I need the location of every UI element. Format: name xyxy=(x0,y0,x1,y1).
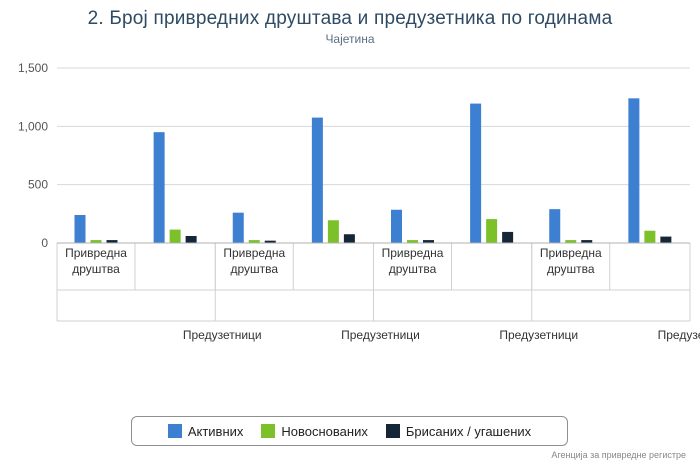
bar xyxy=(74,215,86,243)
bar xyxy=(470,103,482,243)
bar xyxy=(343,234,355,243)
bar xyxy=(185,236,197,243)
x-category-label: друштва xyxy=(389,262,437,276)
bar xyxy=(248,240,260,243)
bar xyxy=(486,219,498,243)
legend-label: Брисаних / угашених xyxy=(405,423,532,439)
y-tick-label: 1,500 xyxy=(18,61,48,75)
x-category-label: Привредна xyxy=(382,246,444,260)
y-tick-label: 500 xyxy=(28,178,48,192)
x-category-label: друштва xyxy=(72,262,120,276)
bar xyxy=(565,240,577,243)
legend-label: Новоснованих xyxy=(281,423,368,439)
legend-item[interactable]: Брисаних / угашених xyxy=(385,423,532,439)
bar xyxy=(660,236,672,243)
chart-legend: Активних Новоснованих Брисаних / угашених xyxy=(131,416,568,446)
x-category-label: Привредна xyxy=(65,246,127,260)
x-category-label: друштва xyxy=(547,262,595,276)
bar xyxy=(407,240,418,243)
legend-swatch xyxy=(261,424,276,438)
bar xyxy=(153,132,165,243)
x-category-label: Привредна xyxy=(223,246,285,260)
bar xyxy=(391,209,402,243)
bar xyxy=(90,240,102,243)
legend-item[interactable]: Активних xyxy=(167,423,244,439)
legend-swatch xyxy=(167,424,182,438)
legend-item[interactable]: Новоснованих xyxy=(261,423,368,439)
credits: Агенција за привредне регистре xyxy=(551,450,686,460)
x-category-label: Привредна xyxy=(540,246,602,260)
bar xyxy=(549,209,561,243)
bar xyxy=(327,220,339,243)
bar xyxy=(644,230,656,243)
x-category-label: Предузетници xyxy=(658,328,700,342)
bar xyxy=(264,240,276,243)
chart-subtitle: Чајетина xyxy=(325,32,375,46)
bar xyxy=(581,240,593,243)
chart-title: 2. Број привредних друштава и предузетни… xyxy=(87,8,613,29)
legend-swatch xyxy=(385,424,400,438)
bar xyxy=(423,240,434,243)
bar xyxy=(106,240,118,243)
bar xyxy=(628,98,640,243)
y-tick-label: 1,000 xyxy=(18,119,48,133)
x-category-label: друштва xyxy=(230,262,278,276)
bar xyxy=(169,229,181,243)
y-tick-label: 0 xyxy=(41,236,48,250)
legend-label: Активних xyxy=(187,423,244,439)
x-category-label: Предузетници xyxy=(499,328,578,342)
bar xyxy=(232,212,244,243)
x-category-label: Предузетници xyxy=(183,328,262,342)
bar xyxy=(311,117,323,243)
x-category-label: Предузетници xyxy=(341,328,420,342)
bar xyxy=(502,231,514,243)
